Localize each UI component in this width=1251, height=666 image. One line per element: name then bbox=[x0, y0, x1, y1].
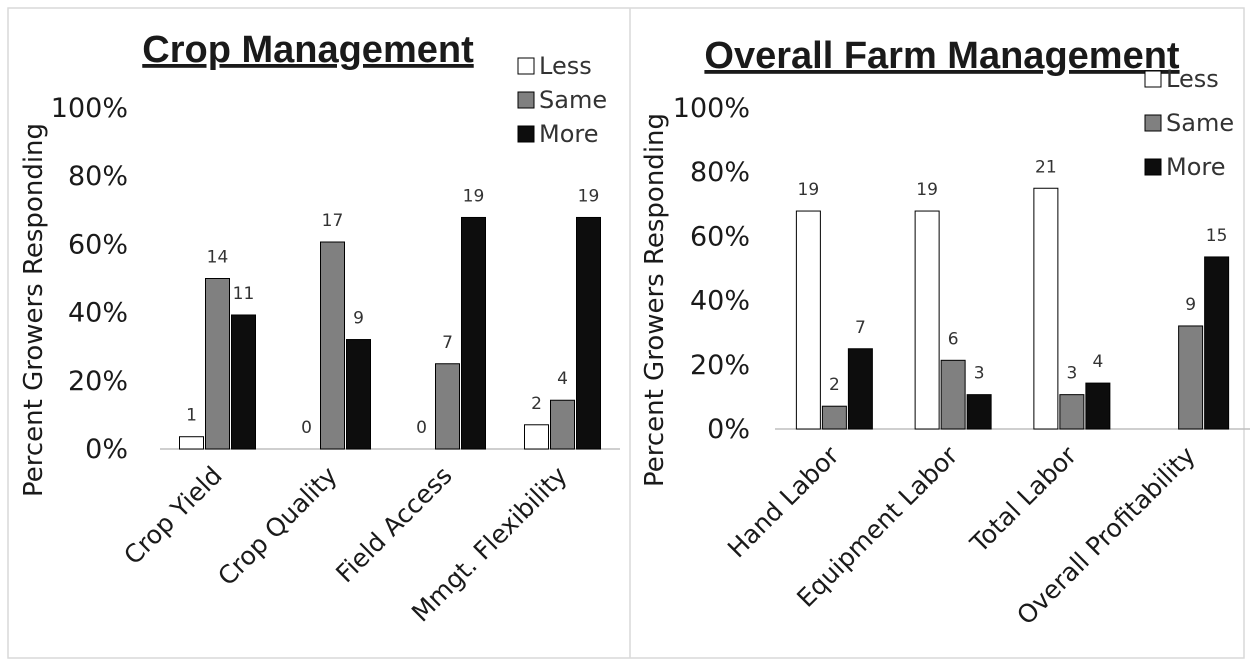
bar-same-field-access bbox=[435, 363, 460, 450]
data-label: 6 bbox=[948, 329, 959, 349]
data-label: 3 bbox=[1066, 364, 1077, 384]
bar-same-crop-yield bbox=[205, 278, 230, 450]
legend-label-same: Same bbox=[539, 86, 607, 114]
chart-title: Overall Farm Management bbox=[704, 35, 1180, 77]
data-label: 17 bbox=[322, 211, 344, 231]
data-label: 9 bbox=[1185, 295, 1196, 315]
y-tick-label: 40% bbox=[68, 298, 128, 329]
y-tick-label: 60% bbox=[690, 221, 750, 252]
bar-less-hand-labor bbox=[795, 210, 821, 430]
y-tick-label: 80% bbox=[690, 157, 750, 188]
data-label: 1 bbox=[186, 406, 197, 426]
y-axis-label: Percent Growers Responding bbox=[19, 123, 49, 497]
legend-swatch-more bbox=[517, 125, 535, 143]
bar-same-total-labor bbox=[1059, 394, 1085, 430]
bar-same-hand-labor bbox=[821, 405, 847, 430]
legend-swatch-less bbox=[517, 57, 535, 75]
legend-label-less: Less bbox=[1166, 65, 1219, 93]
data-label: 15 bbox=[1206, 226, 1228, 246]
bar-less-crop-yield bbox=[179, 436, 204, 450]
data-label: 2 bbox=[531, 394, 542, 414]
legend-label-same: Same bbox=[1166, 109, 1234, 137]
legend-label-less: Less bbox=[539, 52, 592, 80]
x-tick-label: Crop Yield bbox=[118, 461, 227, 570]
legend-label-more: More bbox=[539, 120, 599, 148]
legend-swatch-less bbox=[1144, 70, 1162, 88]
data-label: 19 bbox=[916, 180, 938, 200]
y-axis-label: Percent Growers Responding bbox=[640, 113, 670, 487]
data-label: 0 bbox=[301, 418, 312, 438]
x-tick-label: Total Labor bbox=[964, 440, 1083, 559]
y-tick-label: 40% bbox=[690, 286, 750, 317]
data-label: 19 bbox=[578, 186, 600, 206]
y-tick-label: 20% bbox=[68, 366, 128, 397]
bar-less-equipment-labor bbox=[914, 210, 940, 430]
y-tick-label: 0% bbox=[707, 414, 750, 445]
data-label: 3 bbox=[974, 364, 985, 384]
bar-less-mmgt-flexibility bbox=[524, 424, 549, 450]
legend-swatch-same bbox=[517, 91, 535, 109]
y-tick-label: 100% bbox=[673, 93, 750, 124]
bar-more-field-access bbox=[461, 216, 486, 450]
crop-management-panel: Crop Management Percent Growers Respondi… bbox=[19, 29, 620, 627]
y-tick-label: 100% bbox=[51, 93, 128, 124]
bar-more-total-labor bbox=[1085, 382, 1111, 430]
data-label: 19 bbox=[798, 180, 820, 200]
bar-more-crop-yield bbox=[231, 314, 256, 450]
bar-same-overall-profitability bbox=[1178, 325, 1204, 430]
data-label: 2 bbox=[829, 375, 840, 395]
bar-same-equipment-labor bbox=[940, 359, 966, 430]
data-label: 0 bbox=[416, 418, 427, 438]
x-tick-label: Hand Labor bbox=[722, 440, 845, 563]
bar-more-hand-labor bbox=[847, 348, 873, 430]
bar-more-overall-profitability bbox=[1204, 256, 1230, 430]
figure-border bbox=[7, 7, 1245, 659]
data-label: 7 bbox=[855, 318, 866, 338]
y-tick-label: 60% bbox=[68, 229, 128, 260]
y-tick-label: 20% bbox=[690, 350, 750, 381]
bar-same-mmgt-flexibility bbox=[550, 399, 575, 450]
bar-more-mmgt-flexibility bbox=[576, 216, 601, 450]
y-tick-label: 0% bbox=[85, 434, 128, 465]
x-tick-label: Field Access bbox=[330, 461, 457, 588]
y-tick-label: 80% bbox=[68, 161, 128, 192]
bar-more-crop-quality bbox=[346, 339, 371, 450]
data-label: 4 bbox=[1092, 352, 1103, 372]
bar-more-equipment-labor bbox=[966, 394, 992, 430]
data-label: 9 bbox=[353, 309, 364, 329]
overall-farm-management-panel: Overall Farm Management Percent Growers … bbox=[640, 35, 1250, 630]
x-tick-label: Crop Quality bbox=[212, 461, 343, 592]
legend-swatch-more bbox=[1144, 158, 1162, 176]
data-label: 21 bbox=[1035, 157, 1057, 177]
legend-label-more: More bbox=[1166, 153, 1226, 181]
legend-swatch-same bbox=[1144, 114, 1162, 132]
data-label: 19 bbox=[463, 186, 485, 206]
bar-same-crop-quality bbox=[320, 241, 345, 450]
chart-title: Crop Management bbox=[142, 29, 474, 71]
data-label: 14 bbox=[207, 248, 229, 268]
bar-less-total-labor bbox=[1033, 187, 1059, 430]
data-label: 7 bbox=[442, 333, 453, 353]
data-label: 11 bbox=[233, 284, 255, 304]
data-label: 4 bbox=[557, 369, 568, 389]
